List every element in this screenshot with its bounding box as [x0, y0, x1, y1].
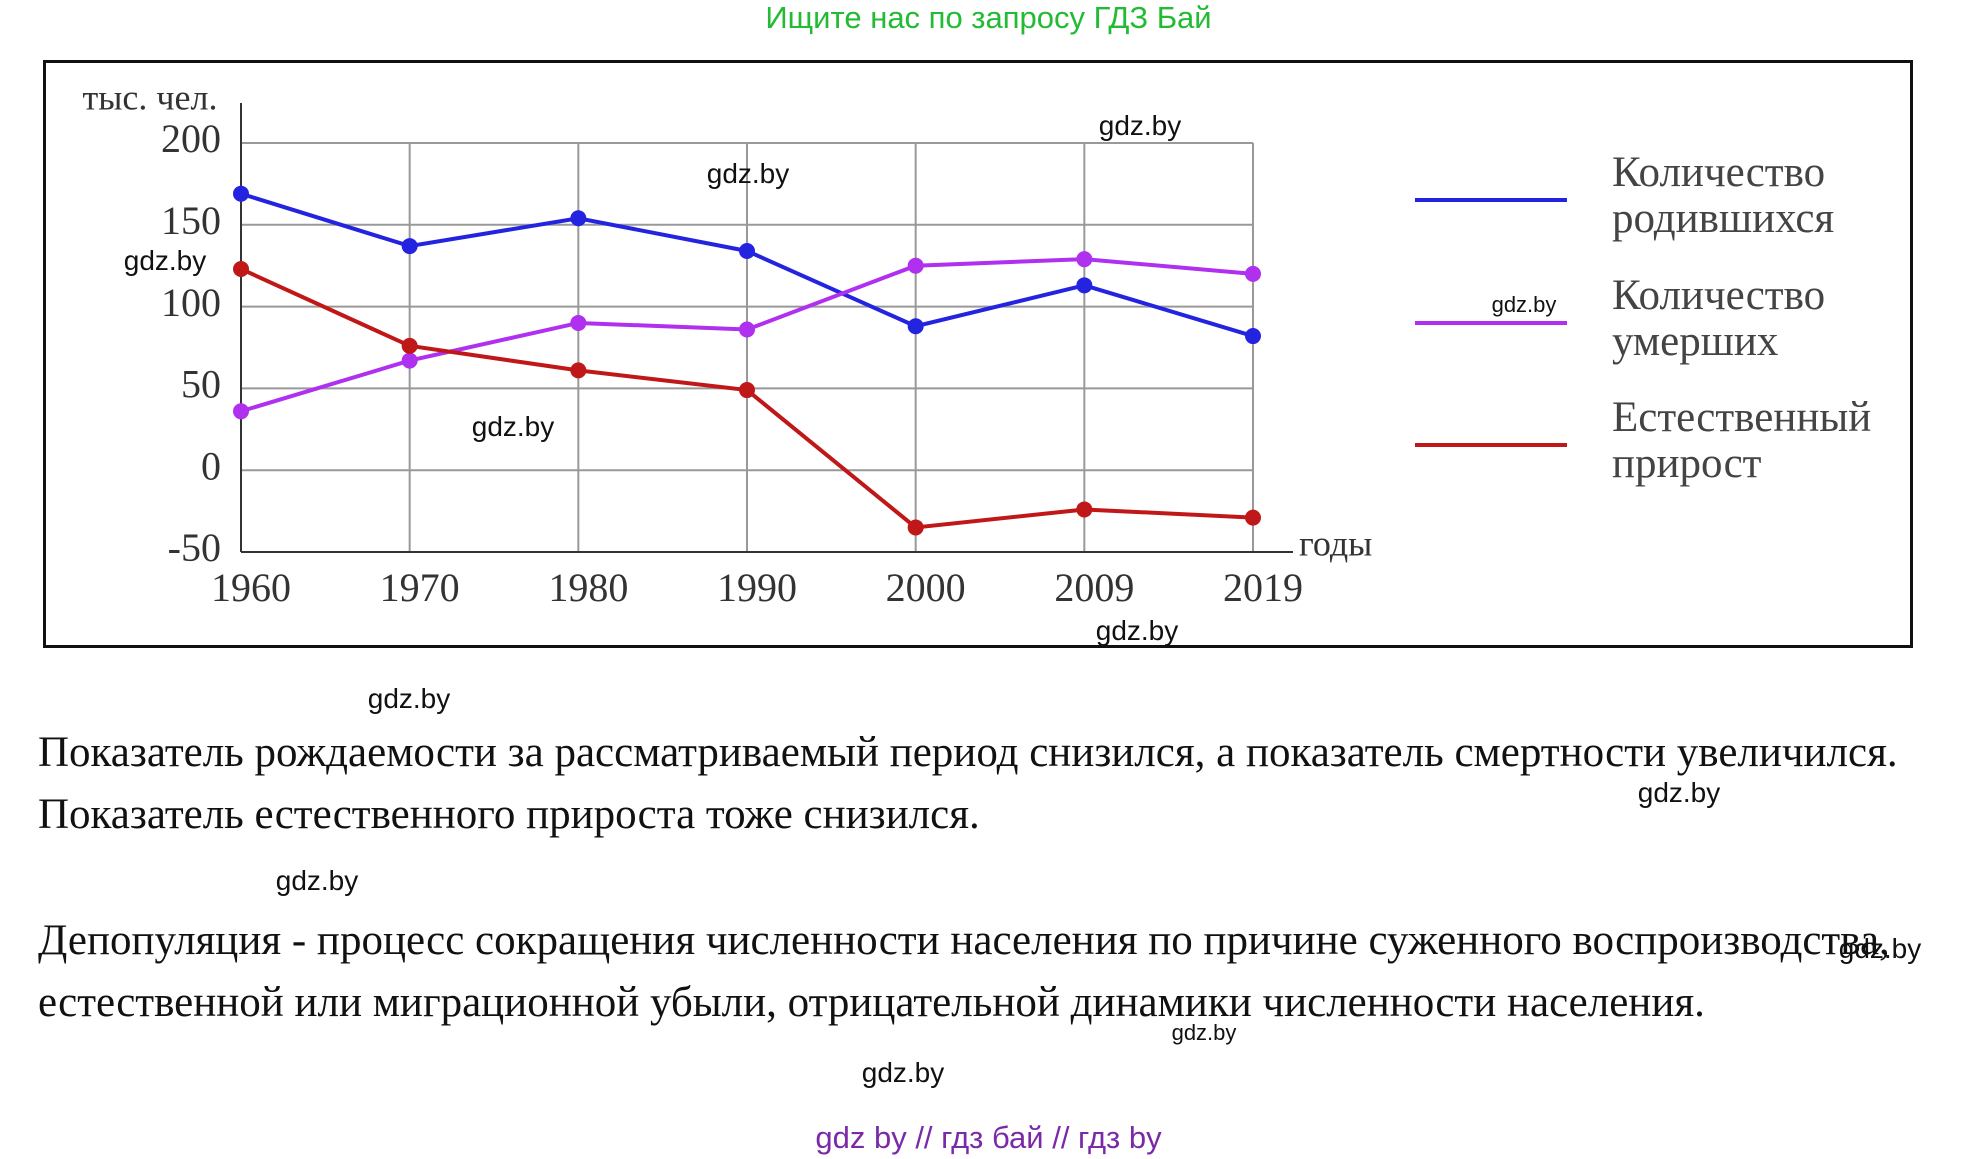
- watermark: gdz.by: [706, 158, 790, 189]
- data-point: [401, 238, 418, 255]
- watermark: gdz.by: [1171, 1020, 1237, 1045]
- paragraph: Показатель рождаемости за рассматриваемы…: [38, 729, 1898, 838]
- x-tick-label: 2009: [1054, 565, 1134, 610]
- watermark: gdz.by: [1637, 777, 1721, 808]
- data-point: [739, 321, 755, 338]
- legend-label: Количество умерших: [1612, 272, 1826, 365]
- legend-label: Количество родившихся: [1612, 149, 1835, 242]
- data-point: [907, 257, 924, 274]
- data-point: [1076, 251, 1093, 268]
- data-point: [1245, 328, 1261, 345]
- data-point: [570, 362, 587, 379]
- watermark: gdz.by: [367, 683, 451, 714]
- watermark: gdz.by: [861, 1057, 945, 1088]
- footer: gdz by // гдз бай // гдз by: [815, 1120, 1162, 1155]
- y-tick-label: 200: [161, 116, 221, 161]
- data-point: [907, 318, 924, 335]
- data-point: [1245, 265, 1261, 282]
- data-point: [1245, 509, 1261, 526]
- data-point: [570, 314, 587, 331]
- chart-frame: [43, 60, 1913, 648]
- y-tick-label: -50: [168, 525, 221, 570]
- data-point: [570, 210, 587, 227]
- header: Ищите нас по запросу ГДЗ Бай: [765, 0, 1212, 35]
- watermark: gdz.by: [1095, 615, 1179, 646]
- x-tick-label: 1980: [548, 565, 628, 610]
- watermark: gdz.by: [123, 245, 207, 276]
- paragraph: Депопуляция - процесс сокращения численн…: [38, 917, 1890, 1026]
- legend-label: Естественный прирост: [1612, 394, 1872, 487]
- y-axis-label: тыс. чел.: [83, 77, 218, 117]
- y-tick-label: 150: [161, 198, 221, 243]
- data-point: [401, 337, 418, 354]
- data-point: [233, 403, 249, 420]
- watermark: gdz.by: [1491, 292, 1557, 317]
- data-point: [739, 382, 755, 399]
- data-point: [1076, 501, 1093, 518]
- y-tick-label: 0: [201, 443, 221, 488]
- y-tick-label: 50: [181, 362, 221, 407]
- x-tick-label: 1970: [380, 565, 460, 610]
- watermark: gdz.by: [471, 411, 555, 442]
- x-tick-label: 2019: [1223, 565, 1303, 610]
- x-axis-label: годы: [1299, 523, 1372, 563]
- data-point: [1076, 277, 1093, 294]
- data-point: [739, 242, 755, 259]
- data-point: [401, 352, 418, 369]
- x-tick-label: 1990: [717, 565, 797, 610]
- watermark: gdz.by: [275, 865, 359, 896]
- x-tick-label: 2000: [886, 565, 966, 610]
- data-point: [233, 185, 249, 202]
- data-point: [907, 519, 924, 536]
- x-tick-label: 1960: [211, 565, 291, 610]
- watermark: gdz.by: [1098, 110, 1182, 141]
- y-tick-label: 100: [161, 280, 221, 325]
- watermark: gdz.by: [1838, 933, 1922, 964]
- data-point: [233, 260, 249, 277]
